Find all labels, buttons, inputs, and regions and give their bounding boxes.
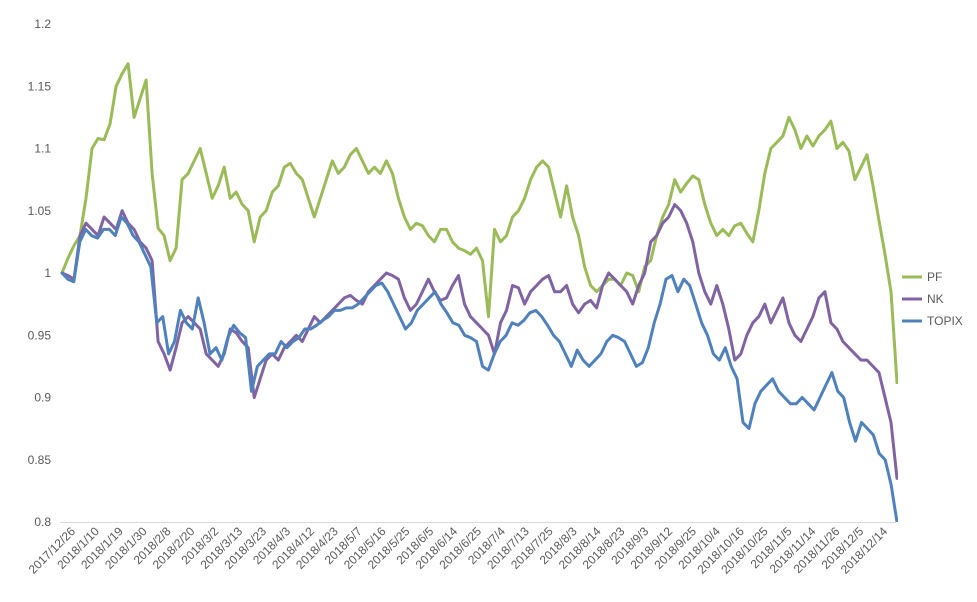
y-tick-label: 0.8 (34, 515, 51, 529)
plot-area (60, 62, 898, 522)
y-axis: 0.8 0.85 0.9 0.95 1 1.05 1.1 1.15 1.2 (28, 17, 52, 529)
y-tick-label: 1.1 (34, 142, 51, 156)
y-tick-label: 1.05 (28, 204, 52, 218)
legend: PF NK TOPIX (902, 270, 963, 328)
y-tick-label: 0.95 (28, 328, 52, 342)
legend-label-pf: PF (927, 270, 942, 284)
series-line-topix (60, 215, 898, 522)
series-line-pf (60, 62, 898, 385)
legend-label-topix: TOPIX (927, 314, 963, 328)
x-axis: 2017/12/262018/1/102018/1/192018/1/30201… (26, 522, 896, 577)
y-tick-label: 1.15 (28, 79, 52, 93)
y-tick-label: 0.85 (28, 453, 52, 467)
y-tick-label: 1 (44, 266, 51, 280)
y-tick-label: 0.9 (34, 391, 51, 405)
legend-label-nk: NK (927, 292, 944, 306)
y-tick-label: 1.2 (34, 17, 51, 31)
series-line-nk (60, 203, 898, 480)
